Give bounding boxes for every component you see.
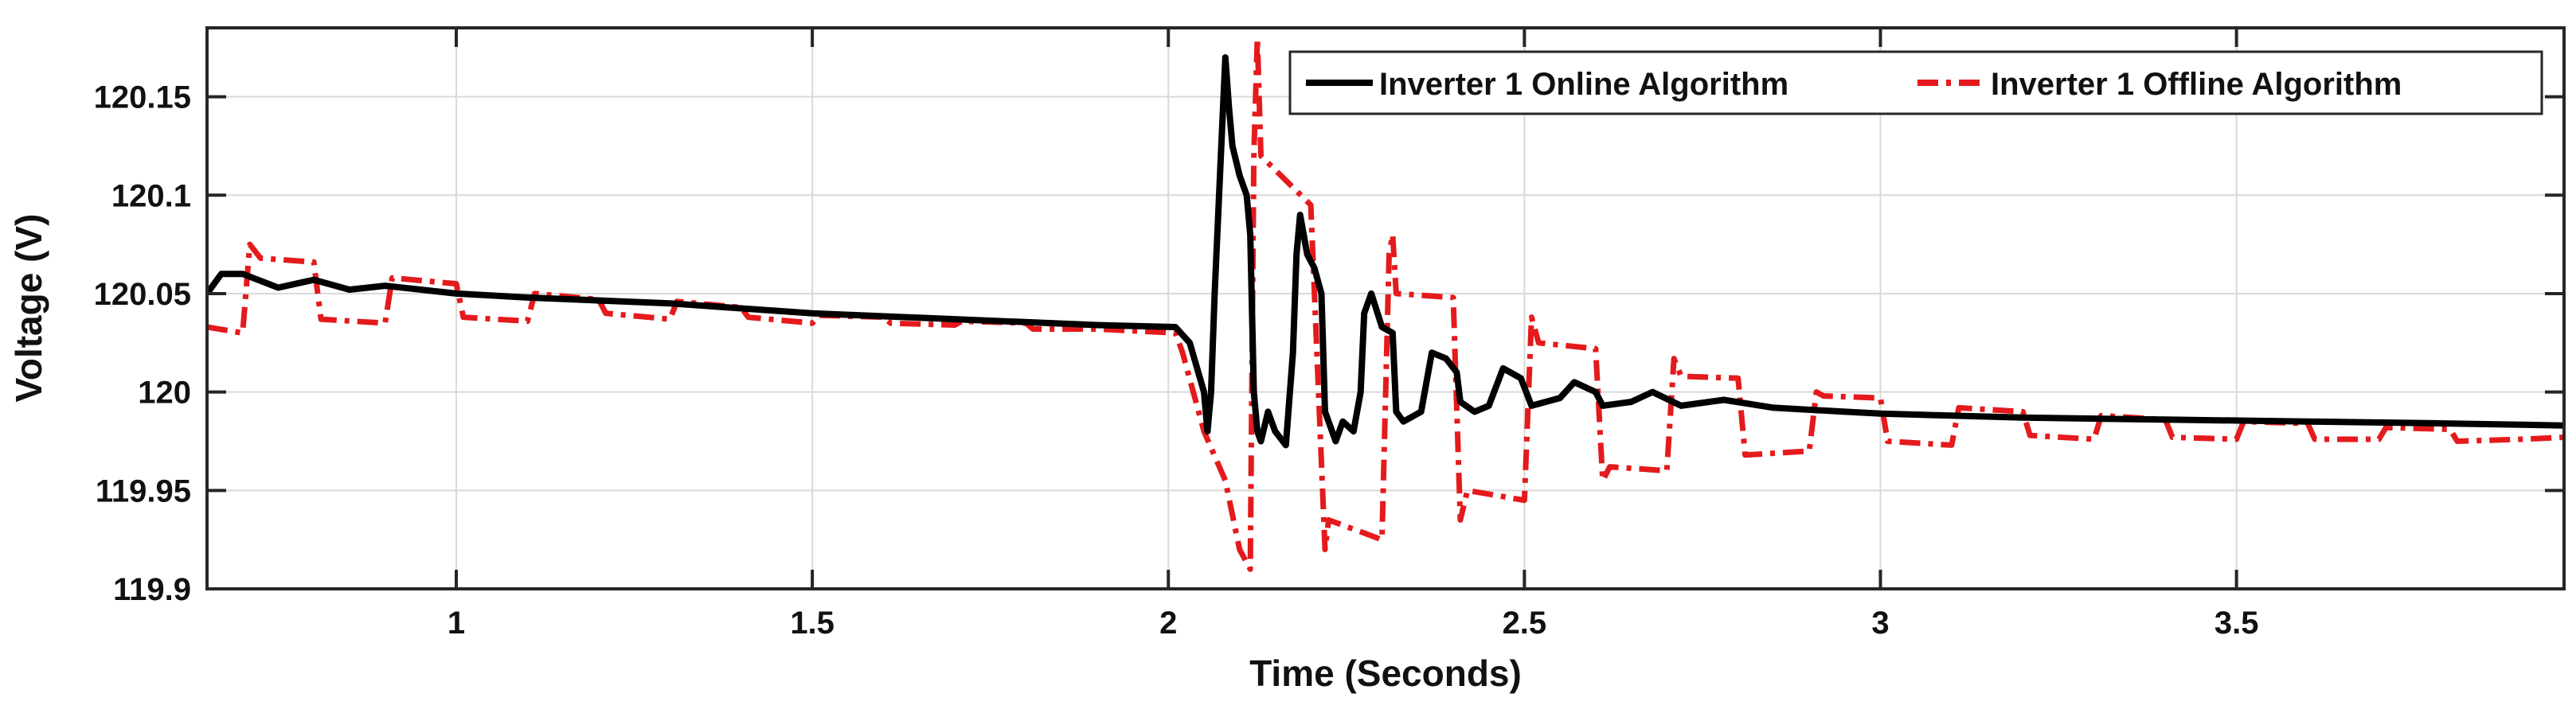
y-tick-label: 120.15	[94, 80, 191, 115]
legend-box	[1288, 50, 2543, 115]
x-tick-label: 3.5	[2214, 606, 2259, 641]
y-tick-label: 119.9	[113, 572, 191, 607]
x-tick-label: 2	[1159, 606, 1177, 641]
y-tick-label: 120	[138, 376, 191, 411]
y-axis-label: Voltage (V)	[8, 214, 49, 403]
x-tick-label: 1	[448, 606, 465, 641]
series-lines	[207, 34, 2564, 572]
series-line-online	[207, 54, 2564, 449]
series-line-offline	[207, 34, 2564, 572]
x-tick-label: 1.5	[790, 606, 835, 641]
legend-label-offline: Inverter 1 Offline Algorithm	[1991, 67, 2402, 102]
axis-ticks: 1 1.5 2 2.5 3 3.5 119.9 119.95 120 120.05 120.1 120…	[94, 28, 2564, 641]
legend-label-online: Inverter 1 Online Algorithm	[1379, 67, 1788, 102]
y-tick-label: 120.1	[111, 178, 191, 213]
x-axis-label: Time (Seconds)	[1249, 653, 1522, 694]
y-tick-label: 120.05	[94, 277, 191, 312]
x-tick-label: 3	[1871, 606, 1889, 641]
y-tick-label: 119.95	[96, 473, 191, 508]
plot-area-frame	[205, 26, 2566, 590]
legend: Inverter 1 Online Algorithm Inverter 1 O…	[1288, 50, 2543, 115]
x-tick-label: 2.5	[1503, 606, 1547, 641]
